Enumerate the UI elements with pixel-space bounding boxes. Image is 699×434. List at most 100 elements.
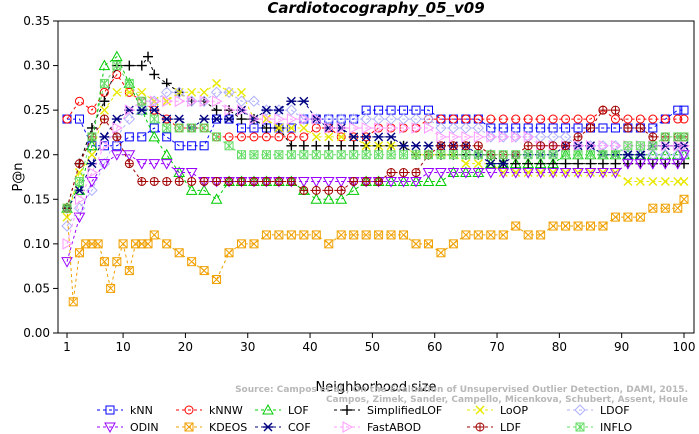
point-cof bbox=[111, 114, 122, 124]
point-ldof bbox=[335, 113, 347, 125]
point-loop bbox=[124, 87, 134, 97]
point-loop bbox=[623, 176, 633, 186]
point-fastabod bbox=[249, 113, 260, 125]
point-knn bbox=[187, 141, 197, 151]
point-cof bbox=[161, 114, 172, 124]
point-kdeos bbox=[498, 230, 508, 240]
point-lof bbox=[310, 193, 323, 204]
point-knnw bbox=[679, 114, 689, 124]
point-simplifiedlof bbox=[597, 158, 608, 169]
point-kdeos bbox=[648, 203, 658, 213]
x-tick-label: 70 bbox=[489, 340, 504, 354]
point-loop bbox=[523, 168, 533, 178]
point-kdeos bbox=[106, 283, 116, 293]
point-ldof bbox=[198, 95, 210, 107]
point-simplifiedlof bbox=[136, 60, 147, 71]
point-ldof bbox=[235, 95, 248, 107]
point-odin bbox=[310, 176, 323, 188]
point-odin bbox=[98, 159, 111, 170]
point-lof bbox=[347, 184, 360, 195]
point-kdeos bbox=[635, 212, 645, 222]
point-fastabod bbox=[224, 104, 236, 116]
legend-item-simplifiedlof: SimplifiedLOF bbox=[334, 404, 442, 417]
legend-marker bbox=[342, 421, 354, 433]
point-ldf bbox=[648, 132, 658, 142]
point-inflo bbox=[498, 150, 508, 160]
point-fastabod bbox=[199, 95, 211, 108]
point-ldof bbox=[485, 131, 497, 143]
point-inflo bbox=[224, 141, 234, 151]
point-simplifiedlof bbox=[336, 140, 347, 151]
point-inflo bbox=[548, 150, 558, 160]
point-odin bbox=[634, 159, 647, 170]
point-odin bbox=[622, 159, 634, 170]
point-fastabod bbox=[411, 122, 423, 134]
point-inflo bbox=[149, 114, 159, 124]
point-fastabod bbox=[212, 95, 223, 108]
point-kdeos bbox=[237, 239, 247, 249]
point-odin bbox=[435, 168, 447, 179]
point-odin bbox=[678, 150, 690, 161]
point-ldof bbox=[347, 113, 360, 125]
point-ldf bbox=[361, 176, 371, 186]
point-knnw bbox=[523, 114, 533, 124]
point-simplifiedlof bbox=[323, 140, 334, 151]
point-fastabod bbox=[436, 131, 447, 143]
point-lof bbox=[198, 184, 210, 195]
point-fastabod bbox=[673, 139, 684, 152]
point-knn bbox=[137, 132, 147, 142]
point-ldof bbox=[86, 184, 98, 197]
point-cof bbox=[199, 114, 210, 124]
point-loop bbox=[299, 123, 309, 133]
point-knnw bbox=[586, 114, 596, 124]
x-axis-label: Neighborhood size bbox=[316, 380, 437, 395]
point-inflo bbox=[336, 150, 346, 160]
point-inflo bbox=[473, 150, 483, 160]
x-axis: 1 10 20 30 40 50 60 70 80 90 100 bbox=[63, 333, 695, 354]
point-fastabod bbox=[62, 238, 74, 250]
point-ldf bbox=[299, 185, 309, 195]
point-simplifiedlof bbox=[143, 51, 154, 62]
point-odin bbox=[385, 176, 397, 188]
point-kdeos bbox=[423, 239, 433, 249]
point-inflo bbox=[399, 150, 409, 160]
point-inflo bbox=[199, 123, 209, 133]
point-odin bbox=[422, 168, 435, 179]
point-loop bbox=[561, 168, 571, 178]
point-kdeos bbox=[610, 212, 620, 222]
point-loop bbox=[648, 176, 658, 186]
chart-title: Cardiotocography_05_v09 bbox=[267, 0, 484, 17]
point-ldof bbox=[285, 104, 298, 116]
point-ldf bbox=[212, 176, 222, 186]
point-simplifiedlof bbox=[523, 158, 534, 169]
point-odin bbox=[509, 168, 522, 179]
point-kdeos bbox=[74, 248, 84, 258]
point-inflo bbox=[679, 132, 689, 142]
point-odin bbox=[73, 212, 86, 224]
point-fastabod bbox=[498, 131, 510, 143]
y-tick-label: 0.20 bbox=[23, 148, 50, 162]
point-cof bbox=[485, 159, 496, 169]
point-odin bbox=[547, 168, 559, 179]
x-tick-label: 100 bbox=[673, 340, 696, 354]
point-ldf bbox=[598, 105, 608, 115]
x-tick-label: 1 bbox=[63, 340, 71, 354]
point-lof bbox=[98, 59, 111, 71]
point-kdeos bbox=[386, 230, 396, 240]
point-knn bbox=[74, 114, 84, 124]
point-simplifiedlof bbox=[149, 69, 160, 80]
point-loop bbox=[112, 87, 122, 97]
legend-marker bbox=[262, 403, 274, 415]
point-fastabod bbox=[598, 139, 610, 152]
point-ldof bbox=[385, 113, 397, 125]
point-kdeos bbox=[118, 239, 128, 249]
point-knn bbox=[598, 123, 608, 133]
x-tick-label: 90 bbox=[614, 340, 629, 354]
point-ldf bbox=[573, 132, 583, 142]
point-fastabod bbox=[187, 95, 198, 108]
point-fastabod bbox=[87, 166, 98, 179]
legend-label: SimplifiedLOF bbox=[367, 404, 442, 417]
point-kdeos bbox=[586, 221, 596, 231]
point-loop bbox=[187, 87, 197, 97]
